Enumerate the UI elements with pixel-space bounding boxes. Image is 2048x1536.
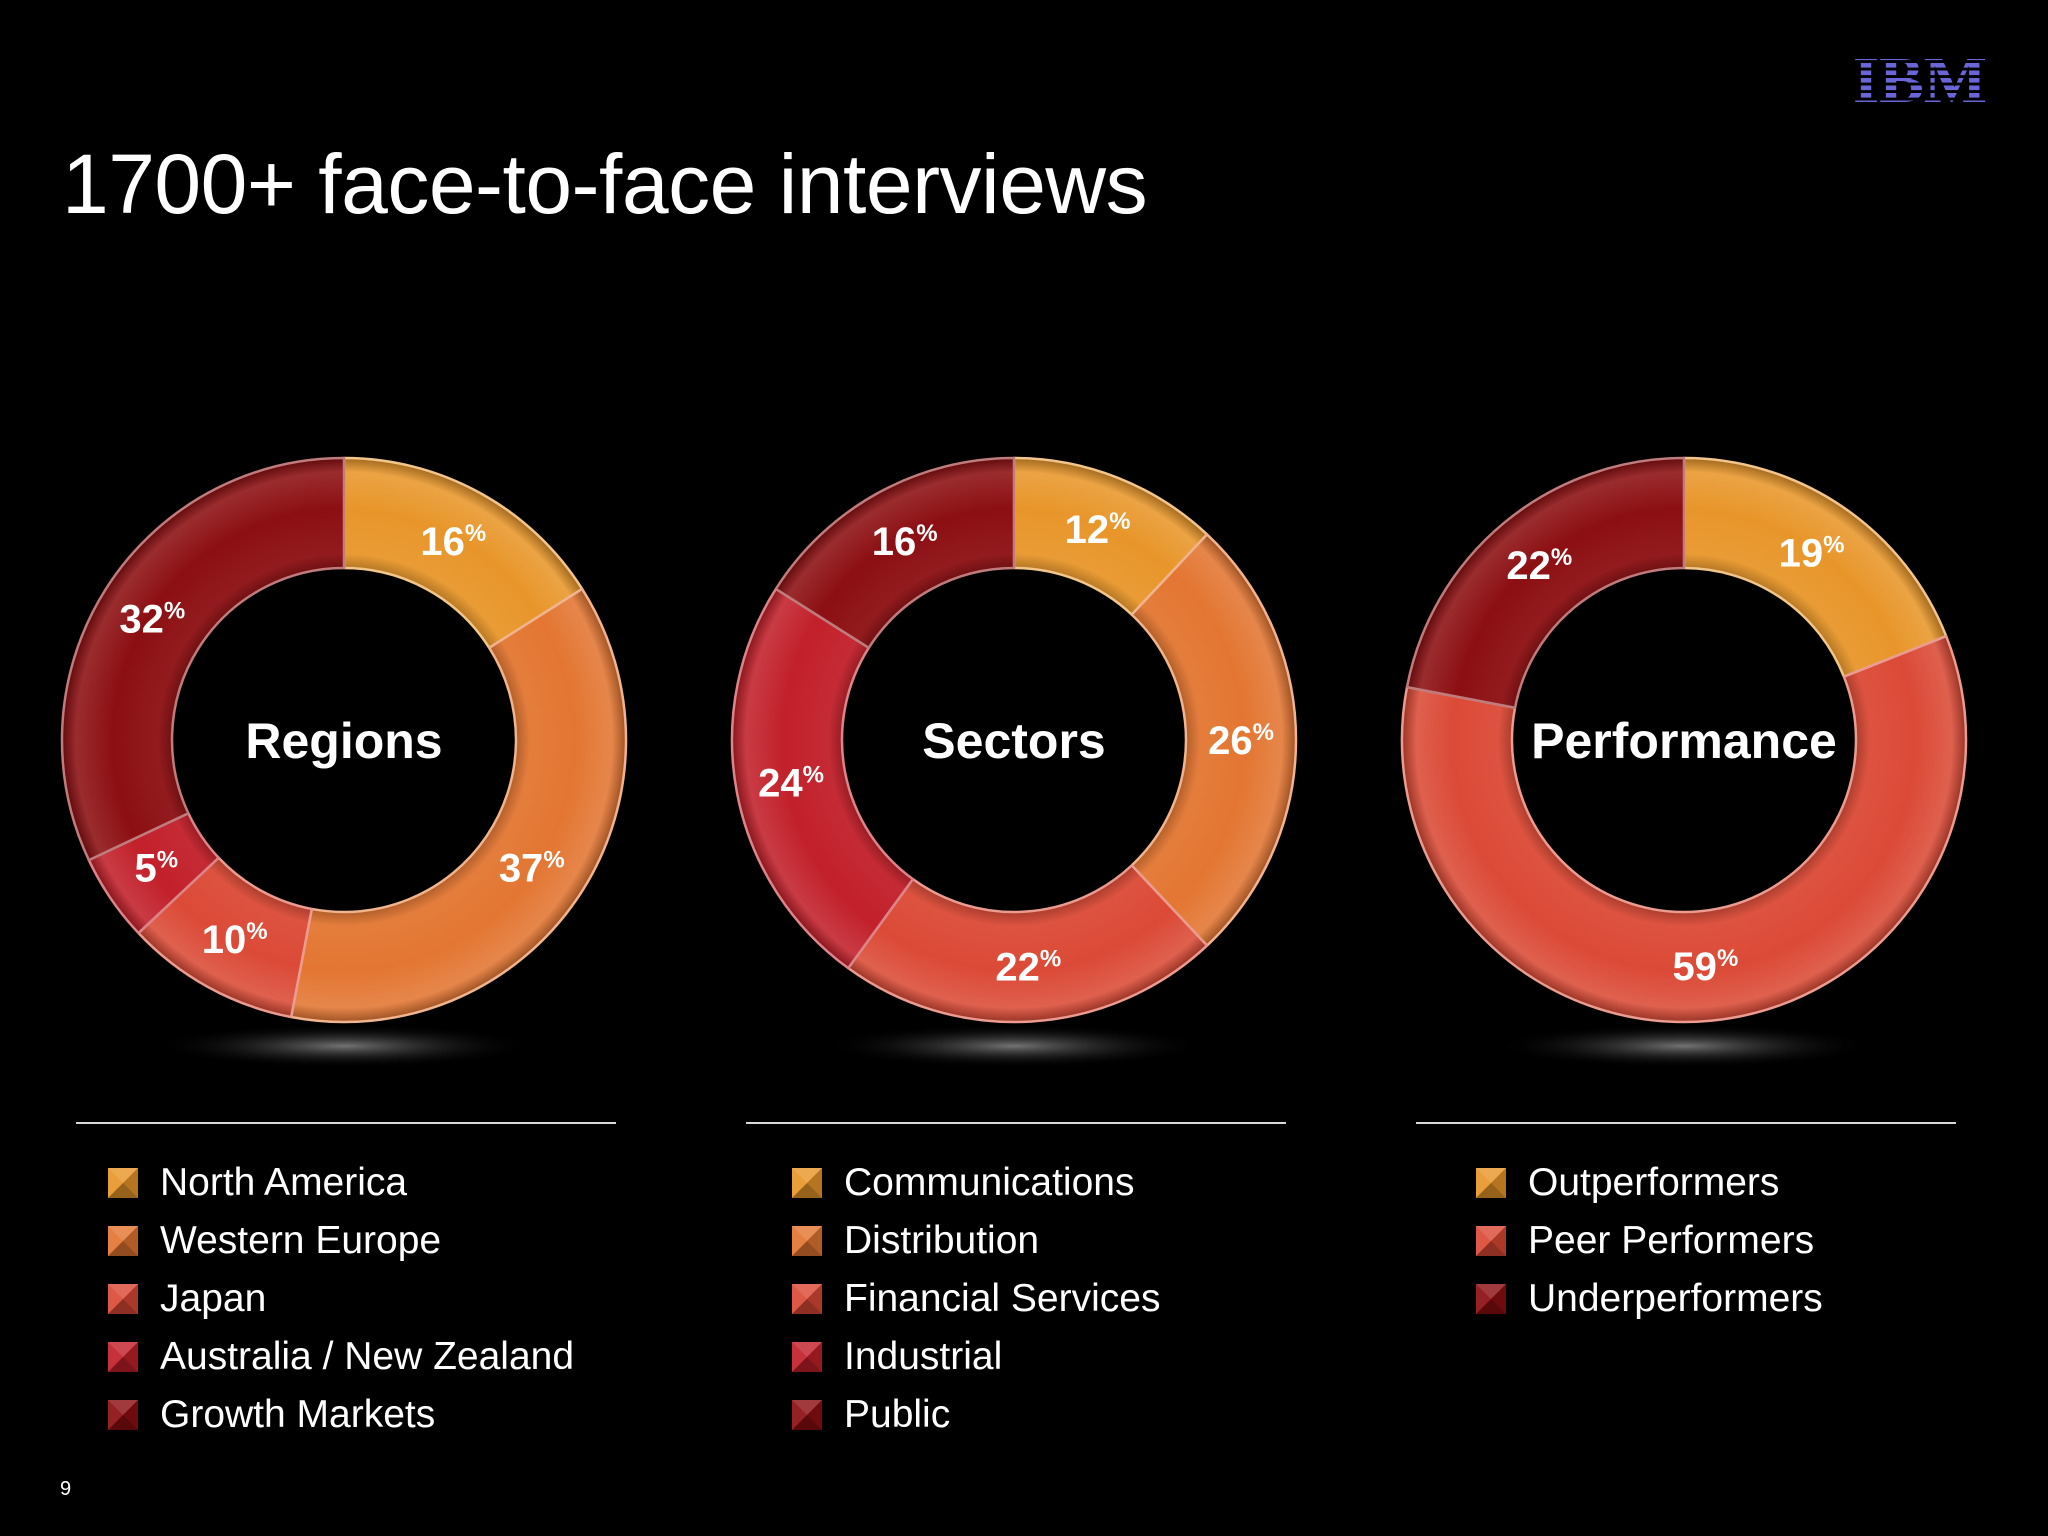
chart-shadow — [1494, 1024, 1874, 1068]
slice-underperformers — [1405, 456, 1686, 710]
legend-item-distribution: Distribution — [786, 1212, 1160, 1270]
legend-label: North America — [160, 1161, 408, 1204]
slice-distribution — [1130, 533, 1298, 947]
slide-title: 1700+ face-to-face interviews — [62, 137, 1148, 231]
legend-item-north-america: North America — [102, 1154, 574, 1212]
legend-swatch — [792, 1226, 822, 1256]
chart-center-label: Regions — [245, 713, 442, 769]
legend-swatch — [1476, 1168, 1506, 1198]
legend-item-western-europe: Western Europe — [102, 1212, 574, 1270]
legend-swatch — [108, 1400, 138, 1430]
legend-label: Western Europe — [160, 1219, 442, 1262]
legend-item-growth-markets: Growth Markets — [102, 1386, 574, 1444]
legend-swatch — [108, 1226, 138, 1256]
slice-industrial — [730, 587, 915, 970]
sectors-legend: Communications Distribution Financial Serv… — [786, 1154, 1160, 1444]
data-label-industrial: 24% — [758, 762, 824, 806]
legend-swatch — [108, 1168, 138, 1198]
data-label-north-america: 16% — [420, 520, 486, 564]
legend-label: Communications — [844, 1161, 1135, 1204]
regions-legend: North America Western Europe Japan Australi… — [102, 1154, 574, 1444]
legend-divider-regions — [76, 1122, 616, 1124]
legend-swatch — [108, 1342, 138, 1372]
legend-item-communications: Communications — [786, 1154, 1160, 1212]
slice-north-america — [342, 456, 584, 650]
legend-label: Financial Services — [844, 1277, 1161, 1320]
sectors-donut-chart: 12% 26% 22% 24% 16% Sectors — [730, 456, 1298, 1068]
data-label-western-europe: 37% — [499, 847, 565, 891]
data-label-public: 16% — [872, 520, 938, 564]
legend-swatch — [1476, 1226, 1506, 1256]
legend-label: Industrial — [844, 1335, 1003, 1378]
legend-swatch — [792, 1342, 822, 1372]
legend-item-industrial: Industrial — [786, 1328, 1160, 1386]
legend-label: Distribution — [844, 1219, 1040, 1262]
slice-growth-markets — [60, 456, 346, 862]
legend-swatch — [108, 1284, 138, 1314]
page-number: 9 — [60, 1478, 72, 1500]
data-label-distribution: 26% — [1208, 719, 1274, 763]
legend-divider-performance — [1416, 1122, 1956, 1124]
data-label-japan: 10% — [202, 918, 268, 962]
legend-item-australia-new-zealand: Australia / New Zealand — [102, 1328, 574, 1386]
legend-swatch — [792, 1284, 822, 1314]
legend-divider-sectors — [746, 1122, 1286, 1124]
legend-label: Underperformers — [1528, 1277, 1823, 1320]
legend-label: Outperformers — [1528, 1161, 1780, 1204]
legend-swatch — [792, 1400, 822, 1430]
performance-donut-chart: 19% 59% 22% Performance — [1400, 456, 1968, 1068]
legend-label: Peer Performers — [1528, 1219, 1815, 1262]
legend-label: Japan — [160, 1277, 267, 1320]
data-label-growth-markets: 32% — [119, 597, 185, 641]
legend-label: Australia / New Zealand — [160, 1335, 575, 1378]
slice-outperformers — [1682, 456, 1948, 678]
legend-item-japan: Japan — [102, 1270, 574, 1328]
legend-swatch — [792, 1168, 822, 1198]
legend-label: Public — [844, 1393, 951, 1436]
data-label-financial-services: 22% — [995, 946, 1061, 990]
chart-center-label: Performance — [1531, 713, 1837, 769]
data-label-communications: 12% — [1065, 508, 1131, 552]
legend-item-public: Public — [786, 1386, 1160, 1444]
slice-public — [774, 456, 1016, 650]
legend-label: Growth Markets — [160, 1393, 436, 1436]
slice-financial-services — [846, 864, 1209, 1024]
ibm-logo: IBM — [1852, 48, 1988, 108]
slice-western-europe — [289, 587, 628, 1024]
legend-item-outperformers: Outperformers — [1470, 1154, 1823, 1212]
chart-center-label: Sectors — [922, 713, 1105, 769]
legend-item-underperformers: Underperformers — [1470, 1270, 1823, 1328]
data-label-australia-new-zealand: 5% — [134, 847, 178, 891]
chart-shadow — [824, 1024, 1204, 1068]
legend-swatch — [1476, 1284, 1506, 1314]
data-label-underperformers: 22% — [1506, 544, 1572, 588]
chart-shadow — [154, 1024, 534, 1068]
data-label-outperformers: 19% — [1779, 531, 1845, 575]
legend-item-financial-services: Financial Services — [786, 1270, 1160, 1328]
regions-donut-chart: 16% 37% 10% 5% 32% Regions — [60, 456, 628, 1068]
legend-item-peer-performers: Peer Performers — [1470, 1212, 1823, 1270]
performance-legend: Outperformers Peer Performers Underperform… — [1470, 1154, 1823, 1328]
slice-peer-performers — [1400, 634, 1968, 1024]
data-label-peer-performers: 59% — [1672, 945, 1738, 989]
